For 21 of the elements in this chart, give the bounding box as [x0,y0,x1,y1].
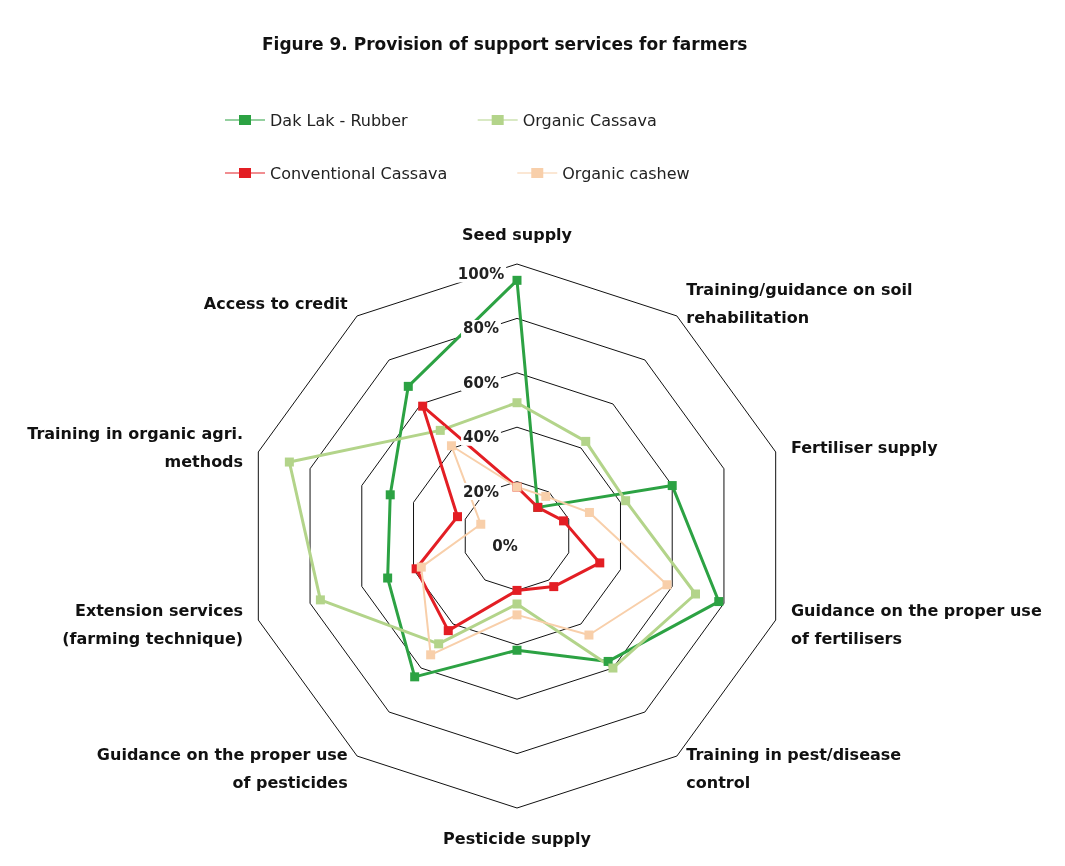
chart-title: Figure 9. Provision of support services for farmers [262,33,748,54]
spoke-label: Guidance on the proper use of fertilisers [790,601,1042,649]
spoke-label: Training in pest/disease control [686,745,902,793]
legend-label: Organic cashew [562,163,690,183]
spoke-label: Training/guidance on soil rehabilitation [686,279,913,327]
y-tick-label: 40% [463,428,499,447]
spoke-label: Fertiliser supply [790,437,939,457]
legend-label: Dak Lak - Rubber [270,110,409,130]
y-tick-label: 60% [463,373,499,392]
spoke-label: Access to credit [203,293,349,313]
spoke-label: Guidance on the proper use of pesticides [96,745,348,793]
y-tick-label: 20% [463,482,499,501]
legend-label: Conventional Cassava [270,163,448,183]
spoke-label: Extension services (farming technique) [62,601,244,649]
spoke-label: Pesticide supply [443,828,592,848]
y-tick-label: 80% [463,319,499,338]
spoke-label: Seed supply [462,224,573,244]
y-tick-label: 0% [492,537,518,555]
spoke-label: Training in organic agri. methods [27,423,244,471]
legend-label: Organic Cassava [522,110,657,130]
y-tick-label: 100% [457,265,505,283]
